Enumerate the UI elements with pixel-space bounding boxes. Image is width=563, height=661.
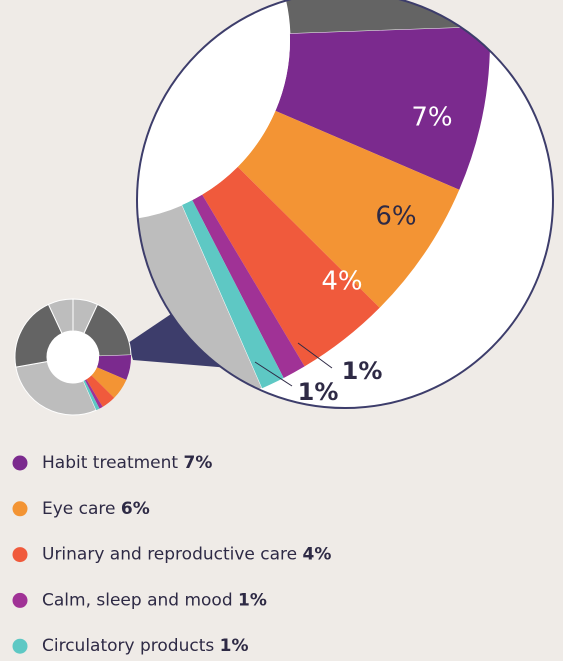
legend-marker — [12, 455, 28, 471]
pie-slice — [96, 354, 131, 380]
pie-slice — [84, 379, 103, 409]
pie-slice — [237, 110, 460, 308]
legend-value: 7% — [183, 453, 212, 473]
legend-entry: Urinary and reproductive care 4% — [42, 545, 331, 565]
small-donut — [14, 298, 132, 416]
legend-value: 4% — [303, 545, 332, 565]
legend-name: Calm, sleep and mood — [42, 590, 233, 610]
legend-name: Urinary and reproductive care — [42, 545, 297, 565]
legend-marker — [12, 501, 28, 517]
legend-entry: Calm, sleep and mood 1% — [42, 590, 267, 610]
legend-marker — [12, 592, 28, 608]
data-label: 1% — [298, 378, 339, 406]
pie-slice — [83, 380, 100, 411]
legend-name: Habit treatment — [42, 453, 178, 473]
legend-value: 6% — [121, 499, 150, 519]
legend-value: 1% — [220, 636, 249, 656]
legend-name: Circulatory products — [42, 636, 214, 656]
legend-entry: Eye care 6% — [42, 499, 150, 519]
grey-segment — [0, 0, 34, 106]
leader-line — [297, 342, 333, 369]
legend-marker — [12, 638, 28, 654]
pie-slice — [182, 200, 284, 389]
legend-entry: Circulatory products 1% — [42, 636, 249, 656]
grey-segment — [83, 303, 132, 357]
data-label: 4% — [321, 267, 362, 297]
leader-line — [254, 361, 293, 387]
data-label: 6% — [375, 202, 416, 232]
donut-hole — [137, 0, 290, 220]
zoom-view — [0, 0, 491, 408]
pie-slice — [202, 166, 380, 367]
pie-slice — [91, 367, 127, 398]
legend-value: 1% — [238, 590, 267, 610]
legend-name: Eye care — [42, 499, 116, 519]
donut-hole — [47, 331, 99, 383]
data-labels: 7% 6% 4% 1%1% — [254, 103, 453, 406]
pie-slice — [275, 26, 490, 190]
zoom-circle-border — [136, 0, 554, 409]
data-label: 7% — [411, 103, 452, 133]
data-label: 1% — [342, 357, 383, 385]
pie-slice — [192, 194, 305, 378]
pie-slice — [86, 375, 115, 407]
legend: Habit treatment 7% Eye care 6% Urinary and… — [12, 453, 331, 656]
legend-entry: Habit treatment 7% — [42, 453, 212, 473]
legend-marker — [12, 547, 28, 563]
